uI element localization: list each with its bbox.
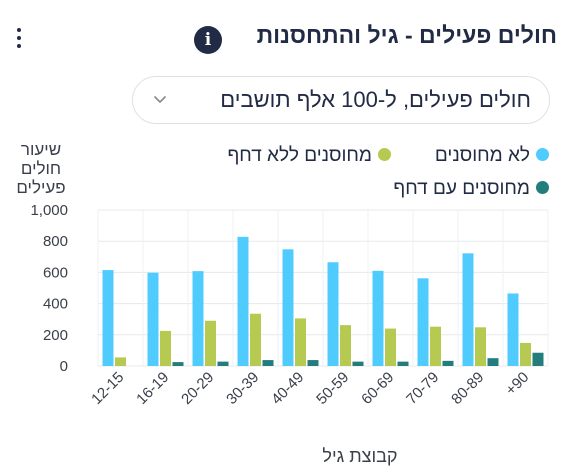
metric-select[interactable]: חולים פעילים, ל-100 אלף תושבים	[132, 76, 550, 124]
legend-dot	[536, 148, 549, 162]
legend-dot	[536, 181, 549, 195]
bar-60-69-series-2	[397, 361, 409, 366]
y-tick-label: 800	[43, 233, 68, 250]
bar-90+-series-0	[507, 293, 519, 366]
bar-60-69-series-1	[385, 328, 396, 366]
legend-label: מחוסנים ללא דחף	[227, 145, 372, 166]
x-tick-label: 20-29	[178, 369, 217, 408]
x-tick-label: 60-69	[358, 369, 397, 408]
bar-16-19-series-0	[147, 272, 159, 366]
legend-item-vaccinated-no-booster[interactable]: מחוסנים ללא דחף	[227, 145, 391, 167]
metric-select-value: חולים פעילים, ל-100 אלף תושבים	[220, 87, 531, 112]
bar-50-59-series-1	[340, 325, 351, 366]
x-axis-label: קבוצת גיל	[322, 446, 398, 466]
y-tick-label: 0	[60, 358, 68, 375]
bar-50-59-series-0	[327, 262, 339, 366]
y-axis-label-line: חולים	[20, 159, 62, 178]
info-icon[interactable]: i	[194, 26, 222, 54]
bar-30-39-series-1	[250, 313, 261, 366]
bar-70-79-series-1	[430, 326, 441, 366]
y-tick-label: 200	[43, 327, 68, 344]
kebab-menu-icon[interactable]	[15, 28, 23, 52]
bar-20-29-series-2	[217, 361, 229, 366]
bar-90+-series-2	[532, 352, 544, 366]
x-tick-label: 40-49	[268, 369, 307, 408]
bar-30-39-series-2	[262, 360, 274, 366]
x-tick-label: +90	[502, 369, 532, 399]
bar-20-29-series-1	[205, 320, 216, 366]
bar-30-39-series-0	[237, 236, 249, 366]
legend-item-unvaccinated[interactable]: לא מחוסנים	[435, 145, 549, 167]
chevron-down-icon	[154, 96, 166, 103]
x-tick-label: 70-79	[403, 369, 442, 408]
bar-80-89-series-2	[487, 358, 499, 366]
bar-20-29-series-0	[192, 271, 204, 366]
x-tick-label: 12-15	[88, 369, 127, 408]
bar-12-15-series-0	[102, 270, 114, 366]
bar-80-89-series-1	[475, 327, 486, 366]
widget-title: חולים פעילים - גיל והתחסנות	[256, 22, 557, 48]
bar-70-79-series-0	[417, 278, 429, 366]
bar-80-89-series-0	[462, 253, 474, 366]
y-tick-label: 400	[43, 296, 68, 313]
y-axis-label: שיעור חולים פעילים	[12, 140, 70, 197]
x-tick-label: 80-89	[448, 369, 487, 408]
bar-12-15-series-1	[115, 357, 126, 366]
bar-40-49-series-1	[295, 318, 306, 366]
bar-50-59-series-2	[352, 361, 364, 366]
y-axis-label-line: שיעור	[20, 140, 62, 159]
widget-header: חולים פעילים - גיל והתחסנות i	[0, 0, 567, 76]
y-tick-label: 1,000	[30, 202, 68, 219]
bar-40-49-series-0	[282, 249, 294, 366]
bar-40-49-series-2	[307, 360, 319, 366]
bar-60-69-series-0	[372, 270, 384, 366]
y-axis-label-line: פעילים	[16, 178, 66, 197]
x-tick-label: 50-59	[313, 369, 352, 408]
legend-dot	[378, 148, 391, 162]
bar-16-19-series-2	[172, 362, 184, 366]
x-tick-label: 16-19	[133, 369, 172, 408]
bar-70-79-series-2	[442, 360, 454, 366]
legend-label: לא מחוסנים	[434, 145, 530, 166]
legend-label: מחוסנים עם דחף	[393, 178, 530, 199]
bar-90+-series-1	[520, 342, 531, 366]
bar-16-19-series-1	[160, 330, 171, 366]
x-tick-label: 30-39	[223, 369, 262, 408]
legend-item-vaccinated-booster[interactable]: מחוסנים עם דחף	[393, 178, 549, 200]
y-tick-label: 600	[43, 264, 68, 281]
